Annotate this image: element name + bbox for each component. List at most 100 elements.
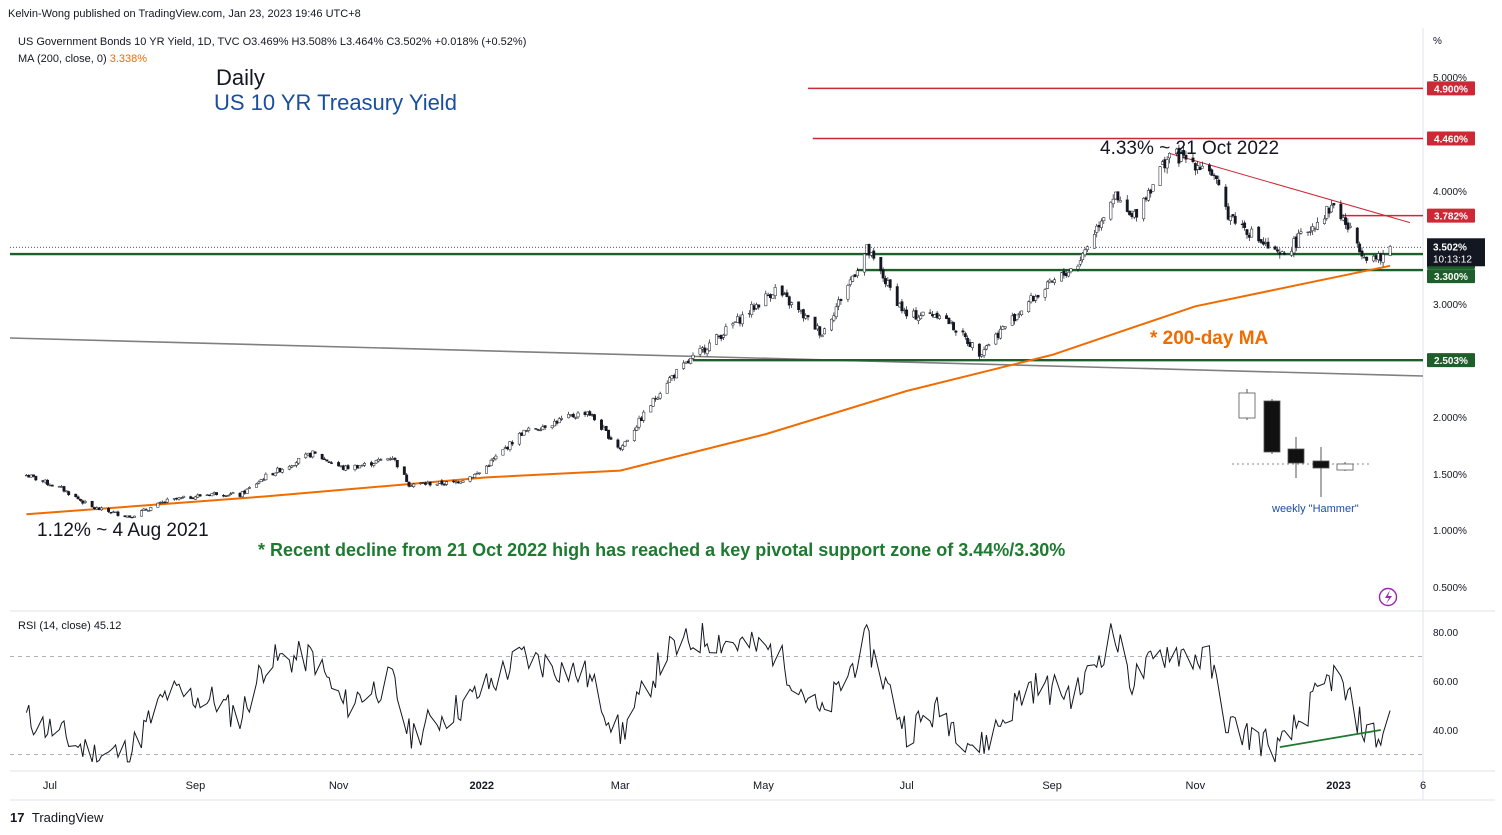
candle bbox=[846, 283, 850, 303]
candle-body bbox=[473, 474, 477, 478]
candle-body bbox=[313, 451, 317, 454]
candle bbox=[834, 303, 838, 320]
candle bbox=[592, 413, 596, 422]
candle bbox=[208, 494, 211, 497]
candle bbox=[405, 472, 409, 483]
candle bbox=[475, 471, 479, 475]
candle-body bbox=[1346, 222, 1350, 230]
candle bbox=[426, 480, 430, 485]
candle bbox=[919, 312, 923, 320]
candle-body bbox=[881, 269, 885, 279]
candle-body bbox=[503, 447, 507, 449]
candle bbox=[872, 248, 876, 261]
candle-body bbox=[90, 500, 94, 508]
candle-body bbox=[459, 481, 463, 484]
candle-body bbox=[83, 501, 87, 503]
candle bbox=[473, 473, 477, 478]
candle bbox=[1381, 250, 1385, 267]
candle-body bbox=[161, 501, 165, 504]
candle bbox=[968, 339, 972, 348]
candle-body bbox=[360, 465, 364, 467]
candle bbox=[588, 409, 592, 416]
tradingview-logo[interactable]: 17 TradingView bbox=[10, 810, 103, 825]
candle-body bbox=[555, 420, 559, 424]
candle-body bbox=[902, 309, 906, 312]
candle bbox=[884, 275, 887, 288]
candle bbox=[391, 456, 395, 461]
candle-body bbox=[409, 485, 413, 487]
weekly-candle-body bbox=[1263, 400, 1281, 453]
candle bbox=[445, 481, 449, 487]
rsi-axis[interactable]: 80.00 60.00 40.00 bbox=[1433, 628, 1458, 737]
time-axis[interactable]: Jul Sep Nov 2022 Mar May Jul Sep Nov 2023 6 bbox=[43, 780, 1426, 792]
candle bbox=[320, 453, 324, 461]
candle bbox=[766, 292, 770, 297]
candle bbox=[468, 476, 472, 483]
candle bbox=[163, 500, 167, 504]
candle bbox=[46, 479, 50, 486]
candle-body bbox=[1200, 165, 1204, 169]
candle-body bbox=[1381, 254, 1385, 263]
candle-body bbox=[1076, 265, 1080, 270]
candle-body bbox=[637, 418, 641, 428]
candle-body bbox=[722, 334, 725, 338]
candle bbox=[1116, 191, 1120, 203]
candle bbox=[1311, 223, 1315, 235]
candle bbox=[353, 464, 357, 472]
candle-body bbox=[780, 285, 784, 296]
candle bbox=[1299, 228, 1303, 235]
tradingview-logo-text: TradingView bbox=[31, 810, 104, 825]
candle-body bbox=[280, 469, 284, 473]
candle bbox=[346, 464, 350, 470]
candle bbox=[1149, 188, 1153, 198]
candle bbox=[1332, 203, 1336, 209]
candle-body bbox=[1348, 225, 1352, 228]
candle-body bbox=[1332, 203, 1336, 206]
candle-body bbox=[175, 497, 179, 500]
candle-body bbox=[276, 467, 280, 473]
candle bbox=[1273, 245, 1277, 250]
candle bbox=[198, 494, 202, 497]
candle-body bbox=[754, 304, 758, 309]
candle-body bbox=[987, 344, 991, 347]
candle bbox=[616, 438, 620, 449]
candle-body bbox=[468, 476, 472, 482]
candle-body bbox=[527, 427, 531, 431]
candle bbox=[175, 497, 179, 501]
candle-body bbox=[1184, 154, 1188, 160]
candle-body bbox=[715, 334, 718, 345]
candle bbox=[879, 257, 883, 275]
candle-body bbox=[212, 492, 216, 495]
candle-body bbox=[210, 493, 214, 497]
candle-body bbox=[271, 473, 275, 476]
candle bbox=[543, 425, 547, 430]
candle bbox=[855, 267, 859, 279]
candle bbox=[1264, 238, 1268, 247]
candle bbox=[1092, 230, 1096, 249]
candle bbox=[132, 515, 136, 518]
candle-body bbox=[543, 425, 547, 428]
candle bbox=[339, 465, 343, 468]
candle bbox=[1182, 145, 1186, 159]
candle bbox=[949, 320, 953, 325]
level-tag-text: 3.782% bbox=[1434, 212, 1468, 223]
candle bbox=[574, 416, 578, 420]
candle-body bbox=[372, 463, 376, 466]
candle bbox=[111, 510, 115, 514]
candle-body bbox=[189, 496, 193, 499]
candle-body bbox=[651, 398, 655, 407]
candle-body bbox=[158, 501, 162, 504]
candle bbox=[994, 332, 998, 346]
price-axis[interactable]: % 5.000% 4.000% 3.000% 2.000% 1.500% 1.000% 0.5… bbox=[1433, 36, 1467, 594]
candle-body bbox=[1224, 186, 1228, 207]
candle bbox=[67, 490, 71, 497]
candle bbox=[501, 449, 505, 456]
candle-body bbox=[1092, 234, 1096, 249]
candle-body bbox=[541, 426, 545, 430]
candle-body bbox=[191, 497, 195, 500]
candle-body bbox=[320, 454, 324, 460]
candle bbox=[999, 325, 1002, 340]
candle-body bbox=[970, 342, 974, 348]
time-tick-label: Nov bbox=[1186, 780, 1206, 792]
candle bbox=[658, 391, 662, 400]
